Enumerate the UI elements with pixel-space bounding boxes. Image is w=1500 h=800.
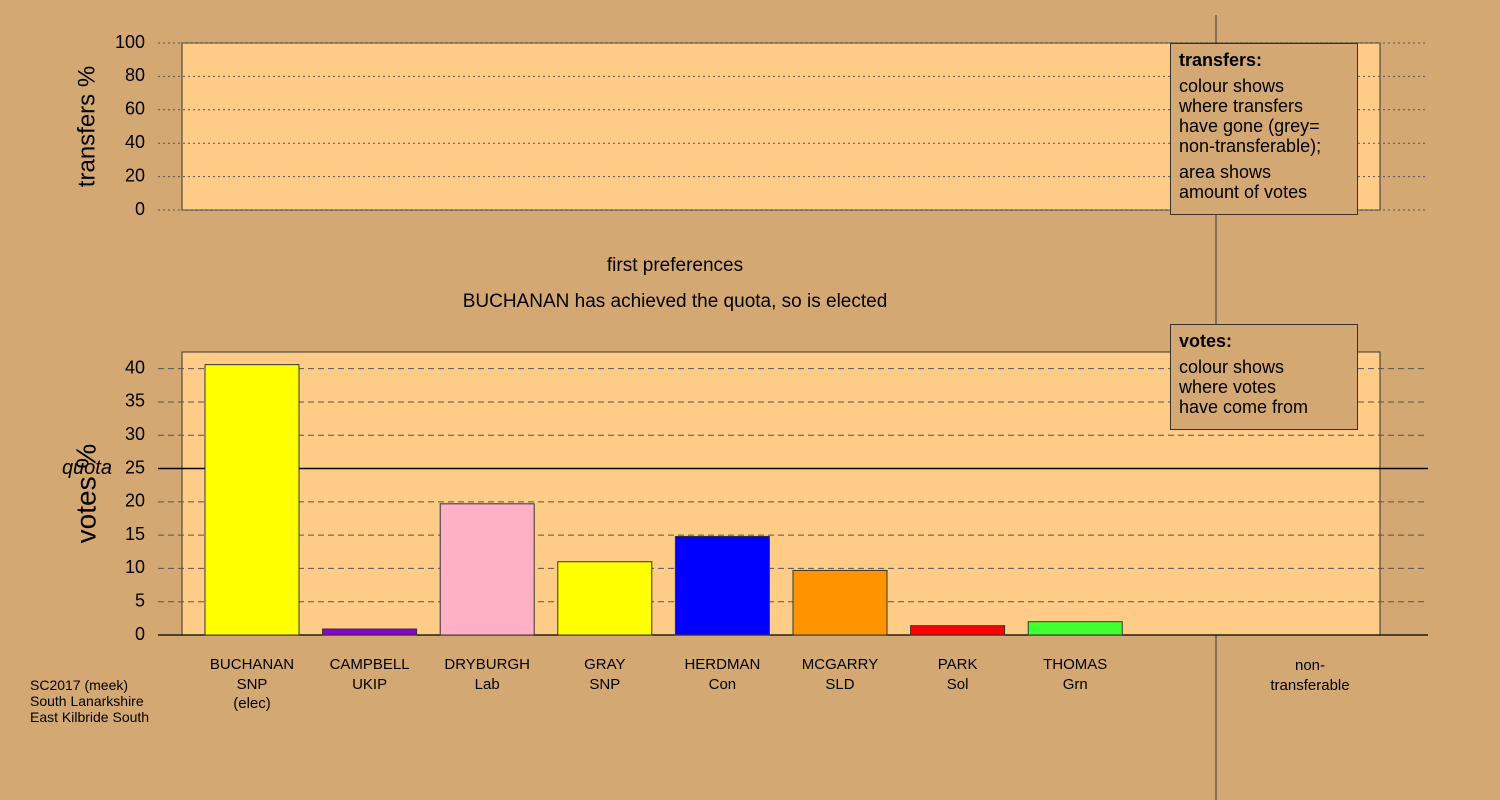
chart-title: first preferences	[607, 255, 743, 276]
legend-text: have come from	[1179, 397, 1309, 417]
bar	[1027, 621, 1123, 636]
party-label: Sol	[947, 676, 969, 693]
bar	[792, 569, 888, 636]
bar	[910, 625, 1006, 636]
y-tick-label: 0	[135, 624, 145, 644]
legend-text: colour shows	[1179, 76, 1285, 96]
y-tick-label: 25	[125, 457, 145, 477]
x-tick-label: PARK	[938, 656, 978, 673]
x-tick-label: THOMAS	[1043, 656, 1107, 673]
party-label: SNP	[237, 676, 268, 693]
legend-group: area shows amount of votes	[1179, 162, 1349, 202]
bar	[322, 628, 418, 636]
legend-text: amount of votes	[1179, 182, 1308, 202]
y-tick-label: 60	[125, 99, 145, 119]
legend-group: colour shows where transfers have gone (gr…	[1179, 76, 1349, 156]
x-tick-label: non-transferable	[1270, 657, 1350, 694]
footer-line: South Lanarkshire	[30, 693, 144, 709]
y-tick-label: 80	[125, 65, 145, 85]
bar	[439, 503, 535, 636]
legend-text: where votes	[1179, 377, 1277, 397]
x-tick-label: BUCHANAN	[210, 656, 294, 673]
y-tick-label: 20	[125, 165, 145, 185]
legend: votes: colour shows where votes have come f…	[1170, 324, 1358, 430]
x-tick-label: CAMPBELL	[330, 656, 410, 673]
legend-text: have gone (grey=	[1179, 116, 1320, 136]
bar	[557, 561, 653, 636]
legend-title: votes:	[1179, 331, 1233, 351]
footer-line: East Kilbride South	[30, 709, 150, 725]
y-tick-label: 40	[125, 357, 145, 377]
x-tick-label: GRAY	[584, 656, 625, 673]
footer: SC2017 (meek) South Lanarkshire East Kilbr…	[30, 677, 149, 725]
party-label: SNP	[589, 676, 620, 693]
party-label: Con	[709, 676, 737, 693]
y-tick-label: 40	[125, 132, 145, 152]
y-tick-label: 0	[135, 199, 145, 219]
legend-title: transfers:	[1179, 50, 1263, 70]
y-tick-label: 5	[135, 590, 145, 610]
y-axis-label: transfers %	[73, 66, 100, 187]
party-label: Lab	[475, 676, 500, 693]
legend: transfers: colour shows where transfers hav…	[1170, 43, 1358, 215]
party-label: Grn	[1063, 676, 1088, 693]
x-tick-label: DRYBURGH	[444, 656, 530, 673]
status-note: (elec)	[233, 695, 271, 712]
y-tick-label: 15	[125, 524, 145, 544]
party-label: SLD	[825, 676, 854, 693]
footer-line: SC2017 (meek)	[30, 677, 129, 693]
x-tick-label: MCGARRY	[802, 656, 878, 673]
y-tick-label: 100	[115, 32, 145, 52]
party-label: UKIP	[352, 676, 387, 693]
bar	[204, 364, 300, 636]
quota-label: quota	[62, 457, 112, 479]
y-tick-label: 35	[125, 391, 145, 411]
y-tick-label: 20	[125, 491, 145, 511]
legend-text: colour shows	[1179, 357, 1285, 377]
legend-group: colour shows where votes have come from	[1179, 357, 1349, 417]
y-axis-label: votes %	[70, 444, 101, 544]
bar	[674, 535, 770, 636]
chart-subtitle: BUCHANAN has achieved the quota, so is e…	[463, 291, 888, 312]
legend-text: area shows	[1179, 162, 1272, 182]
legend-text: where transfers	[1179, 96, 1304, 116]
y-tick-label: 10	[125, 557, 145, 577]
legend-text: non-transferable);	[1179, 136, 1322, 156]
y-tick-label: 30	[125, 424, 145, 444]
x-tick-label: HERDMAN	[684, 656, 760, 673]
